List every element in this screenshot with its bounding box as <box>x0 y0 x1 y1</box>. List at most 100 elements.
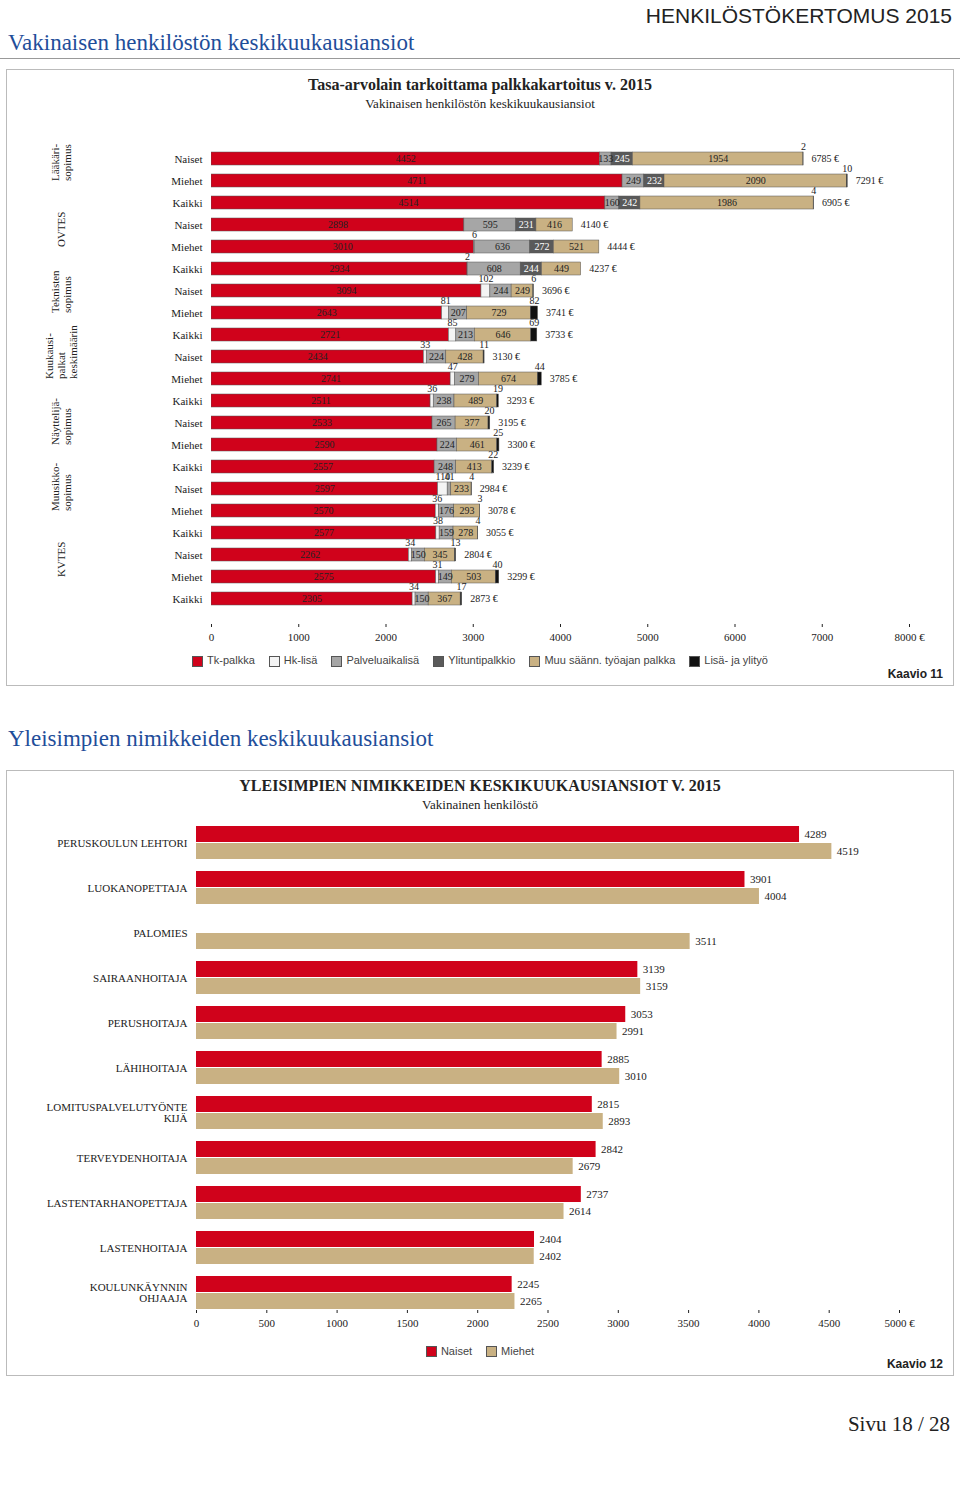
svg-text:4452: 4452 <box>396 153 416 164</box>
svg-text:2737: 2737 <box>586 1188 609 1200</box>
svg-text:13: 13 <box>451 537 461 548</box>
svg-text:Miehet: Miehet <box>171 307 202 319</box>
svg-text:Naiset: Naiset <box>174 549 202 561</box>
svg-text:4237 €: 4237 € <box>589 263 617 274</box>
svg-text:Miehet: Miehet <box>171 373 202 385</box>
svg-text:3078 €: 3078 € <box>488 505 516 516</box>
svg-text:3159: 3159 <box>646 980 669 992</box>
svg-text:Kaikki: Kaikki <box>173 329 203 341</box>
svg-text:36: 36 <box>432 493 442 504</box>
svg-text:3300 €: 3300 € <box>507 439 535 450</box>
svg-text:249: 249 <box>515 285 530 296</box>
svg-text:2575: 2575 <box>314 571 334 582</box>
svg-text:213: 213 <box>458 329 473 340</box>
svg-text:279: 279 <box>459 373 474 384</box>
svg-text:2: 2 <box>465 251 470 262</box>
svg-text:2721: 2721 <box>320 329 340 340</box>
svg-text:2597: 2597 <box>315 483 335 494</box>
svg-text:2245: 2245 <box>517 1278 540 1290</box>
svg-text:4140 €: 4140 € <box>581 219 609 230</box>
svg-text:150: 150 <box>411 549 426 560</box>
svg-text:Naiset: Naiset <box>174 417 202 429</box>
svg-text:SAIRAANHOITAJA: SAIRAANHOITAJA <box>93 971 188 983</box>
svg-text:85: 85 <box>448 317 458 328</box>
svg-text:3055 €: 3055 € <box>486 527 513 538</box>
svg-text:2404: 2404 <box>540 1233 563 1245</box>
svg-text:3139: 3139 <box>643 963 666 975</box>
svg-text:2991: 2991 <box>622 1025 644 1037</box>
svg-text:102: 102 <box>478 273 493 284</box>
svg-text:503: 503 <box>466 571 481 582</box>
svg-text:Kaikki: Kaikki <box>173 395 203 407</box>
svg-text:6000: 6000 <box>724 631 747 643</box>
svg-text:2984 €: 2984 € <box>480 483 508 494</box>
svg-text:1954: 1954 <box>708 153 728 164</box>
svg-text:2500: 2500 <box>537 1317 560 1329</box>
svg-text:3293 €: 3293 € <box>507 395 534 406</box>
svg-text:Miehet: Miehet <box>171 241 202 253</box>
svg-text:34: 34 <box>405 537 415 548</box>
svg-text:2577: 2577 <box>314 527 334 538</box>
svg-text:2262: 2262 <box>300 549 320 560</box>
svg-text:3299 €: 3299 € <box>507 571 535 582</box>
svg-text:2511: 2511 <box>311 395 331 406</box>
svg-text:Miehet: Miehet <box>171 175 202 187</box>
svg-text:KOULUNKÄYNNINOHJAAJA: KOULUNKÄYNNINOHJAAJA <box>90 1281 188 1304</box>
svg-text:5000: 5000 <box>637 631 660 643</box>
svg-text:2090: 2090 <box>746 175 766 186</box>
svg-text:PERUSHOITAJA: PERUSHOITAJA <box>108 1016 188 1028</box>
svg-text:PERUSKOULUN LEHTORI: PERUSKOULUN LEHTORI <box>57 836 188 848</box>
svg-text:2265: 2265 <box>520 1295 543 1307</box>
svg-text:521: 521 <box>569 241 584 252</box>
svg-text:69: 69 <box>529 317 539 328</box>
svg-text:0: 0 <box>209 631 215 643</box>
svg-text:Naiset: Naiset <box>174 153 202 165</box>
svg-text:2815: 2815 <box>597 1098 620 1110</box>
svg-text:1500: 1500 <box>396 1317 419 1329</box>
svg-text:2873 €: 2873 € <box>470 593 498 604</box>
svg-text:3500: 3500 <box>678 1317 701 1329</box>
svg-text:3000: 3000 <box>607 1317 630 1329</box>
svg-text:2533: 2533 <box>312 417 332 428</box>
svg-text:2885: 2885 <box>607 1053 630 1065</box>
svg-text:81: 81 <box>441 295 451 306</box>
svg-text:2614: 2614 <box>569 1205 592 1217</box>
svg-text:2934: 2934 <box>329 263 349 274</box>
svg-text:2898: 2898 <box>328 219 348 230</box>
svg-text:3000: 3000 <box>462 631 485 643</box>
svg-text:489: 489 <box>468 395 483 406</box>
svg-text:TERVEYDENHOITAJA: TERVEYDENHOITAJA <box>77 1151 188 1163</box>
svg-text:242: 242 <box>622 197 637 208</box>
svg-text:3010: 3010 <box>333 241 353 252</box>
svg-text:OVTES: OVTES <box>55 212 67 247</box>
svg-text:Naiset: Naiset <box>174 351 202 363</box>
svg-text:224: 224 <box>429 351 444 362</box>
svg-text:377: 377 <box>465 417 480 428</box>
svg-text:4000: 4000 <box>550 631 573 643</box>
svg-text:4444 €: 4444 € <box>607 241 635 252</box>
svg-text:Kaikki: Kaikki <box>173 197 203 209</box>
svg-text:5000 €: 5000 € <box>884 1317 915 1329</box>
svg-text:232: 232 <box>647 175 662 186</box>
svg-text:674: 674 <box>501 373 516 384</box>
svg-text:22: 22 <box>488 449 498 460</box>
svg-text:4514: 4514 <box>398 197 418 208</box>
svg-text:LASTENTARHANOPETTAJA: LASTENTARHANOPETTAJA <box>47 1196 188 1208</box>
svg-text:293: 293 <box>460 505 475 516</box>
svg-text:4: 4 <box>469 471 474 482</box>
svg-text:KVTES: KVTES <box>55 542 67 577</box>
svg-text:7291 €: 7291 € <box>856 175 884 186</box>
svg-text:3901: 3901 <box>750 873 772 885</box>
svg-text:160: 160 <box>605 197 620 208</box>
svg-text:PALOMIES: PALOMIES <box>134 926 188 938</box>
svg-text:3696 €: 3696 € <box>542 285 570 296</box>
svg-text:3239 €: 3239 € <box>502 461 530 472</box>
svg-text:367: 367 <box>437 593 452 604</box>
svg-text:40: 40 <box>493 559 503 570</box>
svg-text:Kaikki: Kaikki <box>173 593 203 605</box>
svg-text:2804 €: 2804 € <box>464 549 492 560</box>
svg-text:Naiset: Naiset <box>174 483 202 495</box>
svg-text:47: 47 <box>448 361 458 372</box>
svg-text:238: 238 <box>437 395 452 406</box>
svg-text:2402: 2402 <box>539 1250 561 1262</box>
